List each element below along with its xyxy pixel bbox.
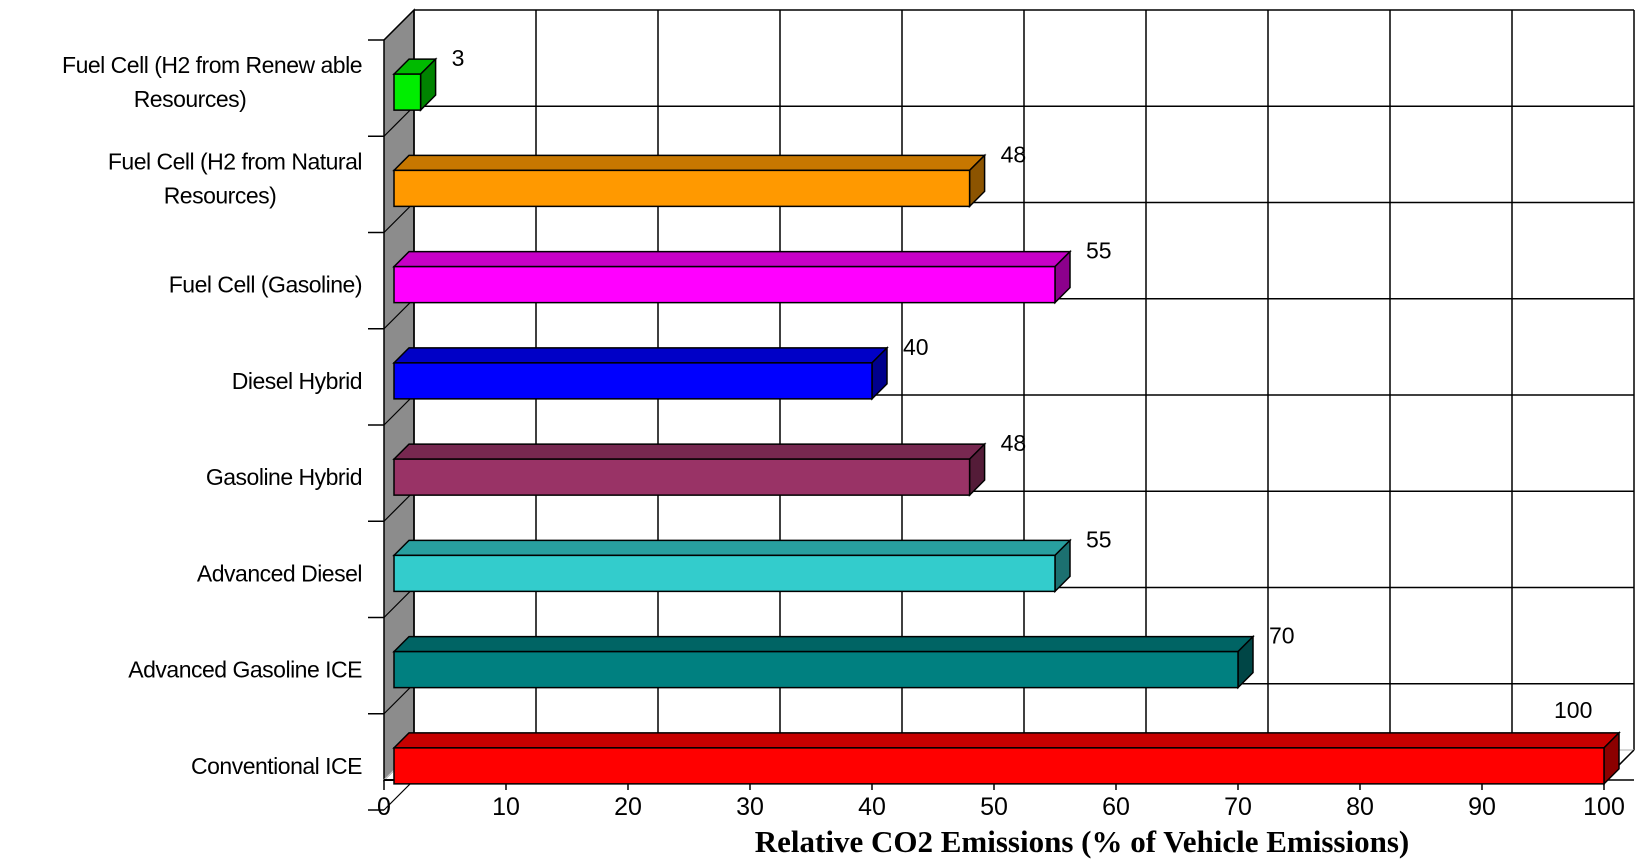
x-tick-label: 30 (736, 793, 764, 821)
side-wall-divider (383, 9, 415, 41)
bar-value-label: 70 (1269, 623, 1295, 649)
side-wall-divider (383, 298, 415, 330)
category-labels: Fuel Cell (H2 from Renew able Resources) F… (62, 52, 363, 779)
x-tick-label: 90 (1468, 793, 1496, 821)
category-label: Resources) (164, 182, 277, 208)
side-wall-divider (383, 490, 415, 522)
bar (392, 153, 987, 209)
x-tick-label: 40 (858, 793, 886, 821)
bar-top-face (392, 250, 1072, 268)
bar (392, 57, 438, 112)
bar-top-face (392, 635, 1255, 653)
bar-top-face (392, 347, 889, 364)
x-tick-label: 60 (1102, 793, 1130, 821)
category-label: Fuel Cell (Gasoline) (169, 272, 362, 298)
x-axis-title: Relative CO2 Emissions (% of Vehicle Emi… (755, 824, 1409, 859)
bar-front-face (393, 169, 971, 208)
x-tick-labels: 0 10 20 30 40 50 60 70 80 90 100 (377, 793, 1625, 821)
bar-value-label: 3 (452, 45, 465, 71)
bar-value-label: 48 (1001, 141, 1027, 167)
x-tick-label: 10 (492, 793, 520, 821)
side-wall-divider (383, 105, 415, 137)
side-wall-divider (383, 683, 415, 715)
x-tick-label: 0 (377, 793, 391, 821)
category-label: Fuel Cell (H2 from Renew able (62, 52, 362, 78)
bar-top-face (392, 443, 987, 460)
bar-front-face (393, 265, 1056, 304)
category-label: Resources) (134, 86, 247, 112)
side-wall-divider (383, 779, 415, 811)
x-tick-label: 100 (1583, 793, 1625, 821)
side-wall-divider (383, 587, 415, 618)
bar-front-face (393, 73, 422, 111)
x-tick-label: 70 (1224, 793, 1252, 821)
grid-lines (368, 9, 1635, 811)
bar-front-face (393, 747, 1605, 785)
x-tick-label: 50 (980, 793, 1008, 821)
bar (392, 731, 1621, 786)
bar-value-label: 100 (1554, 697, 1592, 723)
bar-value-label: 55 (1086, 238, 1112, 264)
category-label: Diesel Hybrid (232, 368, 362, 394)
bar-top-face (392, 154, 987, 172)
category-label: Fuel Cell (H2 from Natural (108, 148, 362, 174)
bar-top-face (392, 539, 1072, 557)
bar (392, 249, 1072, 305)
bar (392, 442, 987, 497)
bar-value-label: 55 (1086, 526, 1112, 552)
bar-value-label: 48 (1001, 430, 1027, 456)
side-wall-divider (383, 394, 415, 426)
side-wall-divider (383, 202, 415, 233)
bar-front-face (393, 650, 1239, 689)
category-label: Conventional ICE (191, 753, 362, 779)
bar-front-face (393, 458, 971, 496)
bar-value-label: 40 (903, 334, 929, 360)
bar-front-face (393, 362, 873, 400)
category-label: Advanced Diesel (197, 560, 362, 586)
category-label: Gasoline Hybrid (206, 464, 362, 490)
category-label: Advanced Gasoline ICE (128, 657, 362, 683)
bar-front-face (393, 554, 1056, 593)
bar (392, 346, 889, 401)
x-tick-label: 20 (614, 793, 642, 821)
bar-top-face (392, 732, 1621, 749)
bar (392, 538, 1072, 594)
bars: 3 48 55 40 48 55 70 100 (392, 45, 1621, 786)
x-tick-label: 80 (1346, 793, 1374, 821)
bar (392, 634, 1255, 690)
